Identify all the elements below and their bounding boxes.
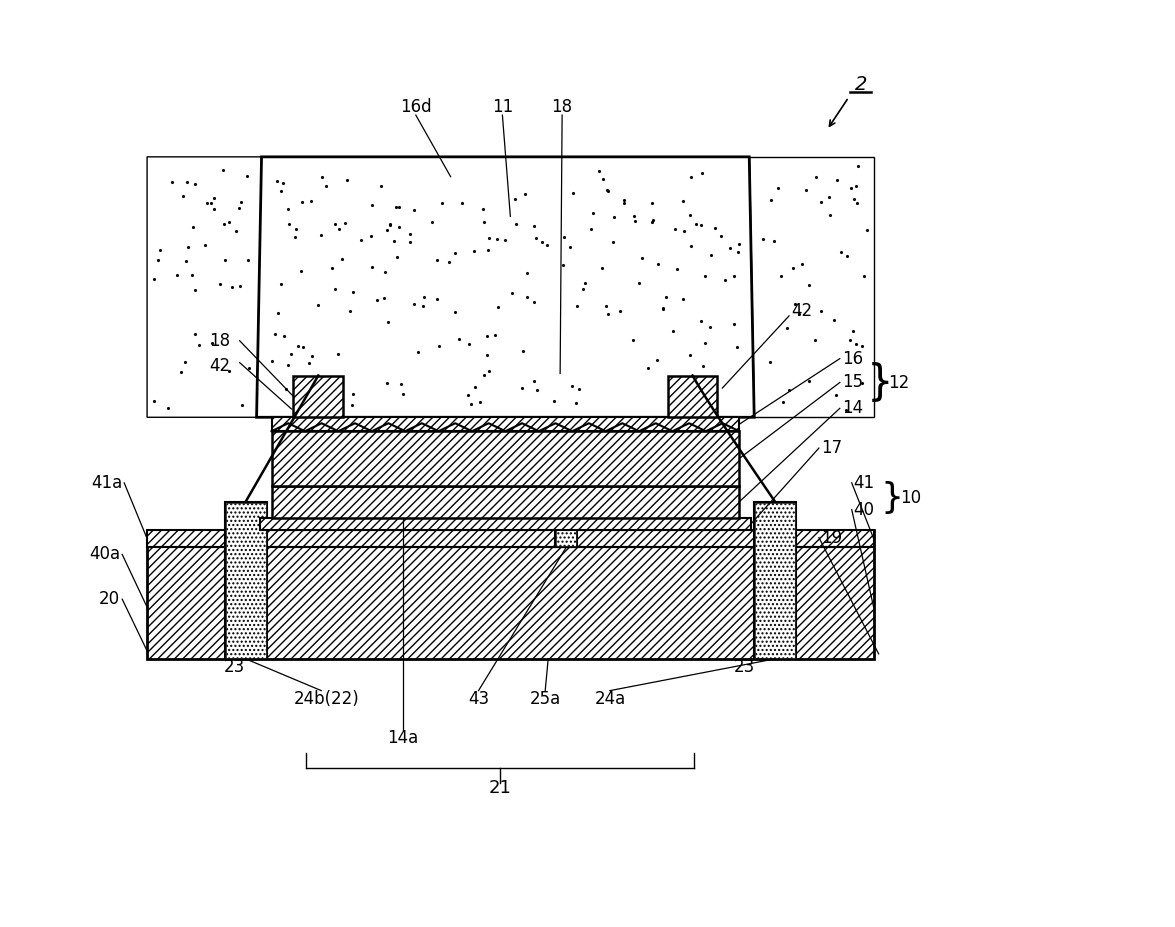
Text: 24a: 24a <box>595 690 625 707</box>
Bar <box>756 502 795 658</box>
Text: 12: 12 <box>888 375 909 392</box>
Text: 41: 41 <box>854 474 875 492</box>
Bar <box>260 517 751 529</box>
Bar <box>271 486 739 517</box>
Text: 14a: 14a <box>388 730 418 747</box>
Text: 21: 21 <box>489 779 512 797</box>
Text: 2: 2 <box>854 75 867 94</box>
Bar <box>271 431 739 486</box>
Text: 18: 18 <box>209 332 230 349</box>
Bar <box>294 375 343 417</box>
Text: 43: 43 <box>468 690 489 707</box>
Bar <box>271 417 739 431</box>
Text: 20: 20 <box>99 590 120 608</box>
Bar <box>555 520 577 548</box>
Bar <box>226 502 266 658</box>
Polygon shape <box>750 157 874 417</box>
Text: 41a: 41a <box>90 474 122 492</box>
Text: 40: 40 <box>854 501 874 519</box>
Polygon shape <box>147 157 262 417</box>
Text: 15: 15 <box>841 374 862 391</box>
Text: 23: 23 <box>224 658 246 676</box>
Bar <box>667 375 718 417</box>
Text: }: } <box>880 481 904 514</box>
Text: 40a: 40a <box>89 545 120 564</box>
Text: 24b(22): 24b(22) <box>294 690 360 707</box>
Text: 19: 19 <box>821 528 842 547</box>
Bar <box>754 502 795 659</box>
Bar <box>147 529 874 659</box>
Text: 16: 16 <box>841 349 862 368</box>
Bar <box>556 521 576 547</box>
Text: }: } <box>867 362 893 404</box>
Text: 18: 18 <box>551 98 572 116</box>
Text: 17: 17 <box>821 439 842 457</box>
Text: 11: 11 <box>492 98 513 116</box>
Text: 10: 10 <box>900 489 921 507</box>
Text: 16d: 16d <box>400 98 431 116</box>
Text: 23: 23 <box>733 658 754 676</box>
Bar <box>147 529 874 548</box>
Text: 42: 42 <box>209 357 230 375</box>
Text: 14: 14 <box>841 400 862 417</box>
Bar <box>224 502 267 659</box>
Polygon shape <box>256 157 754 417</box>
Text: 42: 42 <box>792 302 813 320</box>
Text: 25a: 25a <box>530 690 560 707</box>
